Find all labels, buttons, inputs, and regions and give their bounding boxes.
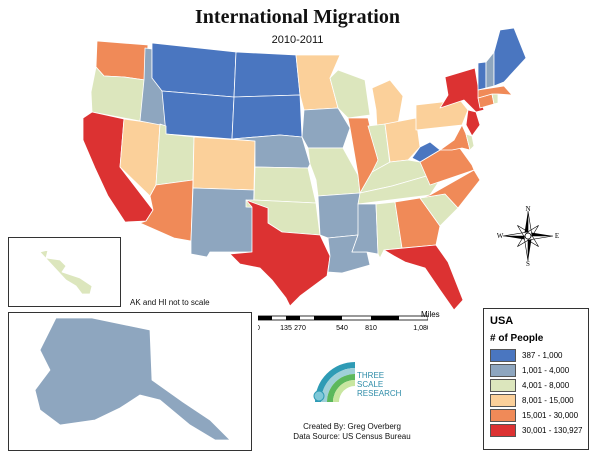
legend: USA # of People 387 - 1,000 1,001 - 4,000… bbox=[483, 308, 589, 450]
credits-author: Created By: Greg Overberg bbox=[303, 422, 401, 431]
compass-rose-icon: N S E W bbox=[497, 205, 559, 267]
map-subtitle: 2010-2011 bbox=[271, 34, 324, 46]
state-mi bbox=[371, 79, 404, 129]
state-sd bbox=[231, 94, 303, 140]
legend-swatch bbox=[490, 379, 516, 392]
legend-title: USA bbox=[490, 315, 514, 327]
state-wy bbox=[161, 90, 235, 140]
state-ia bbox=[301, 107, 351, 149]
state-nm bbox=[190, 187, 255, 258]
legend-rows: 387 - 1,000 1,001 - 4,000 4,001 - 8,000 8,0… bbox=[484, 348, 588, 438]
legend-subtitle: # of People bbox=[490, 333, 544, 344]
legend-swatch bbox=[490, 424, 516, 437]
state-nh bbox=[485, 51, 495, 89]
state-wv bbox=[411, 141, 441, 163]
three-scale-research-logo-icon bbox=[313, 362, 355, 402]
scale-unit: Miles bbox=[421, 310, 440, 319]
state-nd bbox=[233, 51, 301, 98]
legend-item: 387 - 1,000 bbox=[490, 348, 588, 363]
legend-item: 8,001 - 15,000 bbox=[490, 393, 588, 408]
legend-swatch bbox=[490, 394, 516, 407]
state-ar bbox=[317, 192, 361, 239]
state-md bbox=[439, 124, 471, 151]
state-wa bbox=[95, 40, 149, 81]
credits: Created By: Greg Overberg Data Source: U… bbox=[252, 422, 452, 442]
compass-w: W bbox=[497, 232, 504, 240]
state-ne bbox=[231, 134, 311, 169]
logo-line-1: THREE bbox=[357, 371, 385, 380]
compass-s: S bbox=[526, 260, 530, 267]
legend-swatch bbox=[490, 349, 516, 362]
legend-label: 387 - 1,000 bbox=[522, 351, 563, 360]
state-oh bbox=[384, 117, 421, 163]
logo-text: THREE SCALE RESEARCH bbox=[357, 371, 401, 398]
logo-line-2: SCALE bbox=[357, 380, 384, 389]
legend-label: 30,001 - 130,927 bbox=[522, 426, 583, 435]
scale-tick-label: 0 bbox=[258, 325, 260, 332]
compass-n: N bbox=[525, 205, 530, 213]
legend-label: 4,001 - 8,000 bbox=[522, 381, 570, 390]
alaska-inset bbox=[8, 312, 252, 451]
state-mo bbox=[307, 147, 361, 197]
state-co bbox=[192, 136, 256, 191]
hawaii-inset bbox=[8, 237, 121, 307]
compass-e: E bbox=[555, 232, 559, 240]
scale-tick-label: 135 bbox=[280, 325, 292, 332]
inset-scale-note: AK and HI not to scale bbox=[130, 298, 210, 307]
legend-label: 1,001 - 4,000 bbox=[522, 366, 570, 375]
state-ma bbox=[477, 85, 513, 99]
legend-item: 1,001 - 4,000 bbox=[490, 363, 588, 378]
scale-tick-label: 270 bbox=[294, 325, 306, 332]
legend-label: 8,001 - 15,000 bbox=[522, 396, 574, 405]
scale-tick-label: 540 bbox=[336, 325, 348, 332]
legend-item: 30,001 - 130,927 bbox=[490, 423, 588, 438]
legend-swatch bbox=[490, 364, 516, 377]
state-de bbox=[465, 133, 475, 151]
legend-label: 15,001 - 30,000 bbox=[522, 411, 579, 420]
state-me bbox=[493, 27, 527, 87]
state-az bbox=[139, 179, 194, 242]
logo-line-3: RESEARCH bbox=[357, 389, 402, 398]
state-ak bbox=[34, 317, 231, 441]
scale-tick-label: 1,080 bbox=[413, 325, 428, 332]
state-mt bbox=[151, 42, 237, 98]
state-fl bbox=[383, 244, 464, 311]
state-hi bbox=[39, 249, 93, 295]
scale-tick-label: 810 bbox=[365, 325, 377, 332]
state-nj bbox=[465, 109, 481, 137]
legend-item: 15,001 - 30,000 bbox=[490, 408, 588, 423]
state-tx bbox=[229, 199, 331, 307]
legend-item: 4,001 - 8,000 bbox=[490, 378, 588, 393]
legend-swatch bbox=[490, 409, 516, 422]
state-vt bbox=[477, 61, 487, 91]
state-ks bbox=[253, 166, 317, 204]
credits-source: Data Source: US Census Bureau bbox=[293, 432, 411, 441]
map-title: International Migration bbox=[195, 6, 400, 28]
